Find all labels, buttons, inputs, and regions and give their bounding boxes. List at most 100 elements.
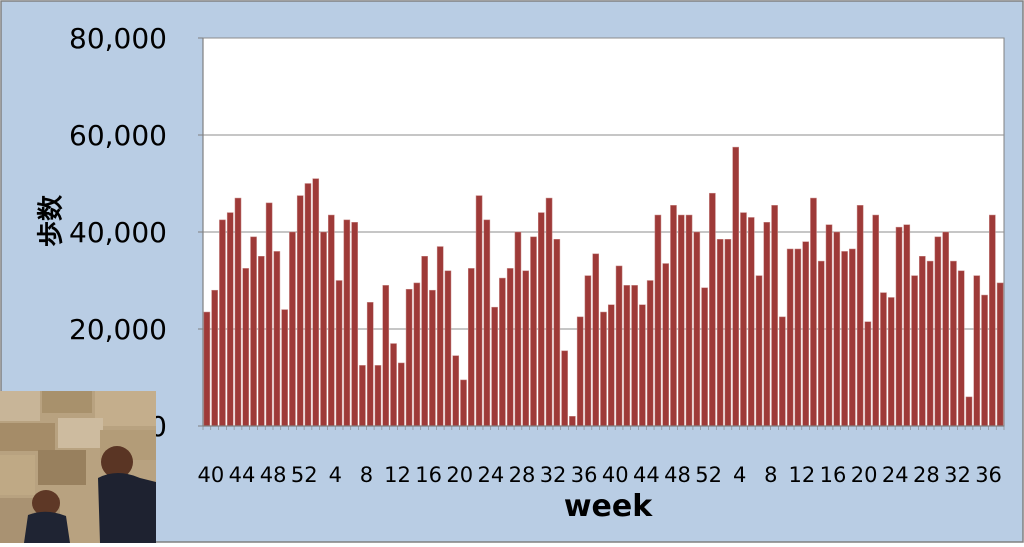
y-axis-label: 歩数: [37, 194, 67, 247]
bar: [421, 256, 428, 427]
bar: [841, 251, 848, 427]
bar: [607, 304, 615, 427]
bar: [973, 275, 981, 427]
bar: [273, 251, 281, 427]
bar: [429, 289, 436, 427]
bar: [685, 214, 693, 427]
x-tick-label: 36: [571, 463, 598, 487]
bar: [670, 205, 677, 427]
bar: [662, 263, 669, 427]
bar: [771, 205, 778, 427]
bar: [242, 268, 250, 427]
bar: [989, 214, 996, 427]
bar: [654, 214, 662, 427]
bar: [950, 260, 957, 427]
x-tick-label: 52: [695, 463, 722, 487]
x-tick-label: 52: [291, 463, 318, 487]
bar: [755, 275, 763, 427]
bar: [802, 241, 809, 427]
y-tick-label: 20,000: [69, 313, 167, 346]
bar: [265, 202, 273, 427]
bar: [405, 288, 413, 427]
bar: [584, 275, 592, 427]
bar: [468, 268, 475, 427]
x-tick-label: 44: [229, 463, 256, 487]
x-tick-label: 44: [633, 463, 660, 487]
x-tick-label: 16: [415, 463, 442, 487]
bar: [942, 231, 949, 427]
x-tick-label: 16: [820, 463, 847, 487]
y-tick-label: 40,000: [69, 216, 167, 249]
bar: [506, 268, 514, 427]
bar: [203, 311, 211, 427]
bar: [211, 289, 218, 427]
bar: [981, 294, 988, 427]
bar: [709, 192, 716, 427]
bar: [491, 306, 498, 427]
bar: [779, 316, 786, 427]
bar: [677, 214, 685, 427]
bar: [296, 195, 304, 427]
x-tick-label: 20: [851, 463, 878, 487]
bar: [219, 219, 226, 427]
bar: [817, 260, 825, 427]
bar: [693, 231, 701, 427]
x-tick-label: 8: [360, 463, 373, 487]
bar: [895, 226, 903, 427]
x-tick-label: 40: [198, 463, 225, 487]
bar: [576, 316, 584, 427]
bar: [398, 362, 405, 427]
bar: [366, 302, 374, 427]
bar: [343, 219, 351, 427]
bar: [872, 214, 879, 427]
bar: [957, 270, 965, 427]
x-tick-label: 32: [944, 463, 971, 487]
bar: [250, 236, 257, 427]
x-tick-label: 4: [733, 463, 746, 487]
bar: [732, 146, 739, 427]
bar: [499, 277, 506, 427]
bar: [258, 256, 265, 427]
y-tick-label: 60,000: [69, 119, 167, 152]
bar: [359, 365, 366, 427]
bar: [864, 321, 872, 427]
walking-shoes-photo: [0, 391, 156, 543]
bar: [833, 231, 841, 427]
bar: [965, 396, 973, 427]
bar: [444, 270, 452, 427]
x-tick-label: 8: [764, 463, 777, 487]
x-tick-label: 28: [913, 463, 940, 487]
bar: [639, 304, 646, 427]
bar: [475, 195, 483, 427]
bar: [561, 350, 568, 427]
y-tick-label: 80,000: [69, 22, 167, 55]
x-tick-label: 4: [329, 463, 342, 487]
bar: [530, 236, 537, 427]
bar: [335, 280, 343, 427]
bar: [763, 222, 771, 427]
bar: [646, 280, 654, 427]
bar: [701, 287, 708, 427]
bar: [911, 275, 918, 427]
x-tick-label: 12: [789, 463, 816, 487]
x-tick-labels: 40 44 48 52 4 8 12 16 20 24 28 32 36 40 44 48 52 4 8 12 16 20…: [198, 463, 1002, 487]
bar: [600, 311, 607, 427]
bar: [289, 231, 296, 427]
bar-series: [203, 146, 1004, 427]
x-tick-label: 40: [602, 463, 629, 487]
x-tick-label: 32: [540, 463, 567, 487]
bar: [460, 379, 467, 427]
bar: [436, 246, 444, 427]
bar: [794, 248, 802, 427]
bar: [615, 265, 623, 427]
x-tick-label: 24: [477, 463, 504, 487]
bar: [522, 270, 530, 427]
bar: [320, 231, 327, 427]
axes: [198, 37, 1005, 430]
bar: [413, 282, 421, 427]
bar: [374, 365, 382, 427]
bar: [623, 285, 631, 427]
bar: [390, 343, 397, 427]
